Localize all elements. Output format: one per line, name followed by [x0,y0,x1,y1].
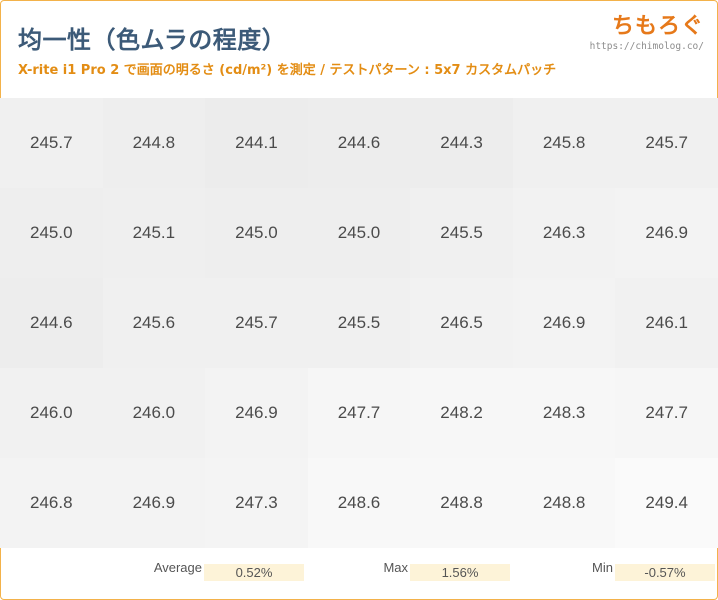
heatmap-cell: 244.6 [307,98,411,188]
heatmap-cell: 246.9 [512,278,616,368]
average-value: 0.52% [204,564,304,581]
heatmap-cell: 248.3 [512,368,616,458]
heatmap-cell: 245.5 [410,188,513,278]
heatmap-cell: 246.9 [615,188,718,278]
heatmap-cell: 245.6 [102,278,206,368]
heatmap-cell: 246.0 [0,368,103,458]
heatmap-cell: 246.1 [615,278,718,368]
heatmap-cell: 246.9 [102,458,206,548]
heatmap-cell: 245.0 [205,188,308,278]
site-logo[interactable]: ちもろぐ https://chimolog.co/ [590,8,704,52]
logo-url: https://chimolog.co/ [589,41,704,52]
heatmap-cell: 247.7 [615,368,718,458]
min-value: -0.57% [615,564,715,581]
heatmap-cell: 246.9 [205,368,308,458]
heatmap-cell: 248.8 [512,458,616,548]
max-label: Max [383,560,408,575]
heatmap-cell: 245.7 [205,278,308,368]
heatmap-cell: 248.6 [307,458,411,548]
heatmap-cell: 246.0 [102,368,206,458]
heatmap-cell: 249.4 [615,458,718,548]
heatmap-cell: 247.3 [205,458,308,548]
heatmap-cell: 244.1 [205,98,308,188]
heatmap-cell: 244.8 [102,98,206,188]
heatmap-cell: 246.3 [512,188,616,278]
chart-title: 均一性（色ムラの程度） [18,26,287,54]
average-label: Average [153,560,202,575]
heatmap-cell: 244.3 [410,98,513,188]
chart-subtitle: X-rite i1 Pro 2 で画面の明るさ (cd/m²) を測定 / テス… [18,63,557,78]
heatmap-cell: 245.8 [512,98,616,188]
heatmap-cell: 245.5 [307,278,411,368]
heatmap-cell: 245.0 [0,188,103,278]
heatmap-cell: 248.2 [410,368,513,458]
heatmap-cell: 245.1 [102,188,206,278]
heatmap-cell: 245.7 [0,98,103,188]
heatmap-cell: 245.7 [615,98,718,188]
heatmap-cell: 248.8 [410,458,513,548]
min-label: Min [592,560,613,575]
uniformity-heatmap: 245.7 244.8 244.1 244.6 244.3 245.8 245.7 245.0… [0,98,718,548]
logo-wordmark: ちもろぐ [611,14,704,39]
heatmap-cell: 245.0 [307,188,411,278]
heatmap-cell: 246.5 [410,278,513,368]
heatmap-cell: 244.6 [0,278,103,368]
max-value: 1.56% [410,564,510,581]
heatmap-cell: 246.8 [0,458,103,548]
heatmap-cell: 247.7 [307,368,411,458]
